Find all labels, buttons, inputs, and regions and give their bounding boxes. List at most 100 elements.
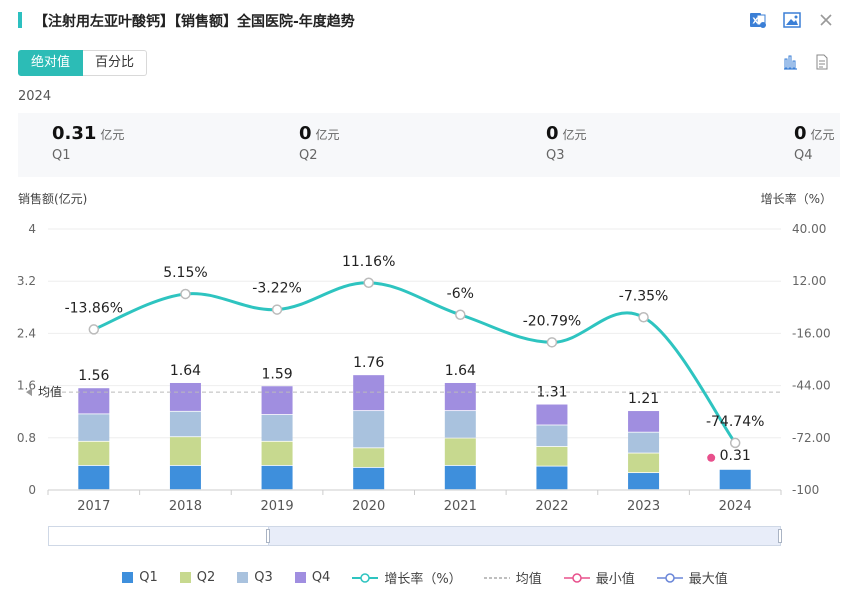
summary-q3: 0 亿元 Q3 bbox=[546, 123, 587, 163]
average-marker-arrow bbox=[26, 388, 32, 397]
excel-export-icon[interactable]: X bbox=[748, 10, 768, 30]
bar-total-label: 1.59 bbox=[261, 366, 292, 382]
bar-q1 bbox=[353, 467, 385, 490]
bar-q1 bbox=[628, 473, 660, 490]
y-tick-left: 0.8 bbox=[17, 431, 36, 445]
y-tick-right: -100 bbox=[792, 483, 819, 497]
bar-chart-icon[interactable] bbox=[780, 52, 800, 72]
growth-label: 11.16% bbox=[342, 254, 395, 270]
summary-q2: 0 亿元 Q2 bbox=[299, 123, 340, 163]
title-accent-bar bbox=[18, 12, 22, 28]
y-tick-right: 40.00 bbox=[792, 222, 826, 236]
y-tick-right: -16.00 bbox=[792, 326, 831, 340]
legend-min[interactable]: 最小值 bbox=[563, 568, 635, 587]
zoom-slider-right-handle[interactable] bbox=[778, 529, 782, 543]
sales-trend-chart: 0 -100 0.8 -72.00 1.6 -44.00 2.4 -16.00 3.2 12.00… bbox=[17, 222, 831, 514]
summary-q4: 0 亿元 Q4 bbox=[794, 123, 835, 163]
summary-value: 0 bbox=[794, 123, 807, 144]
bar-q1 bbox=[536, 466, 568, 490]
legend-average[interactable]: 均值 bbox=[483, 568, 542, 587]
bar-q4 bbox=[353, 375, 385, 411]
y-tick-left: 1.6 bbox=[17, 379, 36, 393]
bar-q2 bbox=[261, 441, 293, 466]
bar-q1 bbox=[719, 469, 751, 490]
legend-max[interactable]: 最大值 bbox=[656, 568, 728, 587]
legend-label: 最小值 bbox=[595, 572, 635, 587]
header-toolbar: X bbox=[748, 10, 836, 30]
growth-point bbox=[363, 277, 374, 289]
x-tick-label: 2018 bbox=[169, 499, 202, 514]
legend-growth[interactable]: 增长率（%） bbox=[352, 568, 462, 587]
summary-value: 0.31 bbox=[52, 123, 97, 144]
value-mode-tabs: 绝对值 百分比 bbox=[18, 50, 148, 76]
y-tick-right: -44.00 bbox=[792, 379, 831, 393]
legend-q4[interactable]: Q4 bbox=[294, 568, 331, 587]
bar-q2 bbox=[353, 448, 385, 468]
image-export-icon[interactable] bbox=[782, 10, 802, 30]
summary-quarter: Q4 bbox=[794, 148, 813, 163]
bar-q3 bbox=[353, 411, 385, 448]
growth-point bbox=[88, 324, 100, 335]
bar-q4 bbox=[261, 386, 293, 415]
bar-total-label: 0.31 bbox=[720, 448, 751, 464]
growth-label: -6% bbox=[447, 286, 474, 302]
summary-q1: 0.31 亿元 Q1 bbox=[52, 123, 124, 163]
bar-total-label: 1.56 bbox=[78, 368, 109, 384]
growth-point bbox=[546, 337, 558, 348]
summary-quarter: Q2 bbox=[299, 148, 318, 163]
y-tick-left: 2.4 bbox=[17, 326, 36, 340]
tab-percent[interactable]: 百分比 bbox=[83, 50, 148, 76]
bar-q1 bbox=[261, 465, 293, 490]
legend-label: Q4 bbox=[311, 570, 331, 585]
view-toggle bbox=[780, 52, 832, 72]
legend-q3[interactable]: Q3 bbox=[237, 568, 273, 587]
legend-q2-swatch bbox=[179, 572, 191, 583]
bar-total-label: 1.76 bbox=[353, 355, 384, 371]
bar-q1 bbox=[444, 465, 476, 490]
bar-q2 bbox=[628, 453, 660, 473]
year-label: 2024 bbox=[18, 89, 52, 104]
summary-value: 0 bbox=[299, 123, 312, 144]
legend-q2[interactable]: Q2 bbox=[179, 568, 216, 587]
tab-absolute[interactable]: 绝对值 bbox=[18, 50, 84, 76]
legend-q1-swatch bbox=[122, 572, 134, 583]
bar-q1 bbox=[169, 465, 201, 490]
bar-q3 bbox=[628, 432, 660, 453]
summary-value: 0 bbox=[546, 123, 559, 144]
bar-total-label: 1.64 bbox=[445, 363, 476, 379]
table-view-icon[interactable] bbox=[812, 52, 832, 72]
summary-quarter: Q3 bbox=[546, 148, 565, 163]
quarter-summary: 0.31 亿元 Q1 0 亿元 Q2 0 亿元 Q3 0 亿元 Q4 bbox=[18, 113, 840, 177]
summary-unit: 亿元 bbox=[810, 128, 835, 142]
bar-q4 bbox=[536, 404, 568, 425]
x-tick-label: 2022 bbox=[535, 499, 568, 514]
legend-label: Q3 bbox=[254, 570, 273, 585]
legend-max-marker-icon bbox=[656, 572, 683, 583]
bar-q2 bbox=[444, 438, 476, 466]
legend-label: 最大值 bbox=[688, 572, 728, 587]
summary-unit: 亿元 bbox=[315, 128, 340, 142]
bar-q2 bbox=[78, 441, 110, 466]
chart-title: 【注射用左亚叶酸钙】【销售额】全国医院-年度趋势 bbox=[34, 14, 355, 30]
bar-total-label: 1.64 bbox=[170, 363, 201, 379]
summary-unit: 亿元 bbox=[100, 128, 125, 142]
legend-q1[interactable]: Q1 bbox=[122, 568, 158, 587]
y-tick-right: -72.00 bbox=[792, 431, 831, 445]
growth-point bbox=[638, 312, 649, 323]
growth-point bbox=[180, 288, 191, 300]
legend-label: Q2 bbox=[196, 570, 216, 585]
legend-growth-line-icon bbox=[352, 572, 379, 583]
bar-total-label: 1.31 bbox=[536, 385, 567, 401]
close-icon[interactable] bbox=[816, 10, 836, 30]
zoom-slider-left-handle[interactable] bbox=[266, 529, 270, 543]
y-tick-left: 4 bbox=[28, 222, 36, 236]
summary-unit: 亿元 bbox=[562, 128, 587, 142]
bar-q4 bbox=[444, 382, 476, 411]
bar-q3 bbox=[536, 425, 568, 447]
zoom-slider-range[interactable] bbox=[268, 526, 781, 546]
x-tick-label: 2023 bbox=[627, 499, 660, 514]
legend-label: Q1 bbox=[139, 570, 158, 585]
bar-q2 bbox=[169, 437, 201, 466]
bar-q3 bbox=[261, 414, 293, 441]
x-tick-label: 2021 bbox=[444, 499, 477, 514]
